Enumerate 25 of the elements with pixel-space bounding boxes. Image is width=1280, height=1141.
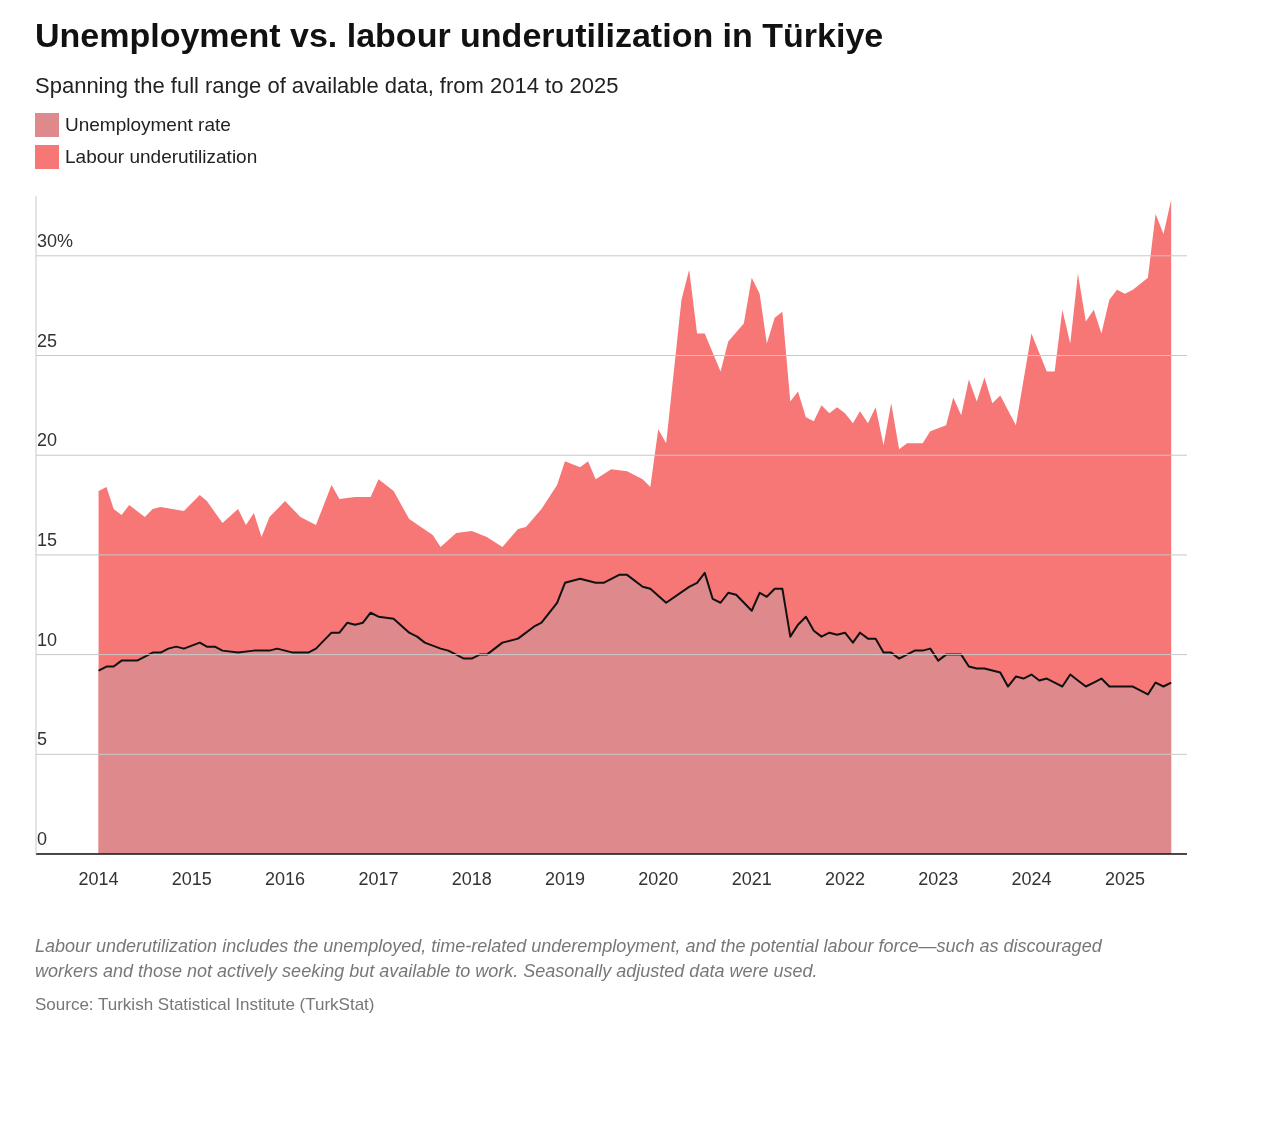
text: Labour underutilization includes the unemployed, time-related underemployment, and the potential labour force—such as discouraged workers and those not actively seeking but available to work. Seasonally adjusted data were used. bbox=[35, 935, 1103, 983]
y-tick-label: 0 bbox=[37, 829, 48, 849]
x-tick-label: 2018 bbox=[451, 868, 492, 889]
x-tick-label: 2020 bbox=[638, 868, 679, 889]
chart-title: Unemployment vs. labour underutilization in Türkiye bbox=[35, 16, 885, 55]
source-note: Source: Turkish Statistical Institute (TurkStat) bbox=[35, 994, 376, 1016]
y-tick-label: 20 bbox=[37, 430, 58, 451]
y-tick-label: 30% bbox=[37, 230, 74, 251]
x-tick-label: 2019 bbox=[544, 868, 586, 889]
x-tick-label: 2016 bbox=[265, 868, 306, 889]
y-tick-label: 15 bbox=[37, 529, 58, 550]
legend-label: Unemployment rate bbox=[65, 114, 231, 136]
x-tick-label: 2014 bbox=[78, 868, 119, 889]
y-tick-label: 25 bbox=[37, 330, 58, 351]
legend-label: Labour underutilization bbox=[65, 146, 258, 168]
x-tick-label: 2023 bbox=[918, 868, 959, 889]
y-tick-label: 10 bbox=[37, 629, 58, 650]
y-tick-label: 5 bbox=[37, 729, 48, 750]
x-tick-label: 2017 bbox=[358, 868, 399, 889]
x-tick-label: 2025 bbox=[1104, 868, 1145, 889]
x-tick-label: 2021 bbox=[731, 868, 772, 889]
x-tick-label: 2015 bbox=[171, 868, 212, 889]
x-tick-label: 2022 bbox=[824, 868, 865, 889]
chart-subtitle: Spanning the full range of available data, from 2014 to 2025 bbox=[35, 73, 620, 99]
x-tick-label: 2024 bbox=[1011, 868, 1052, 889]
